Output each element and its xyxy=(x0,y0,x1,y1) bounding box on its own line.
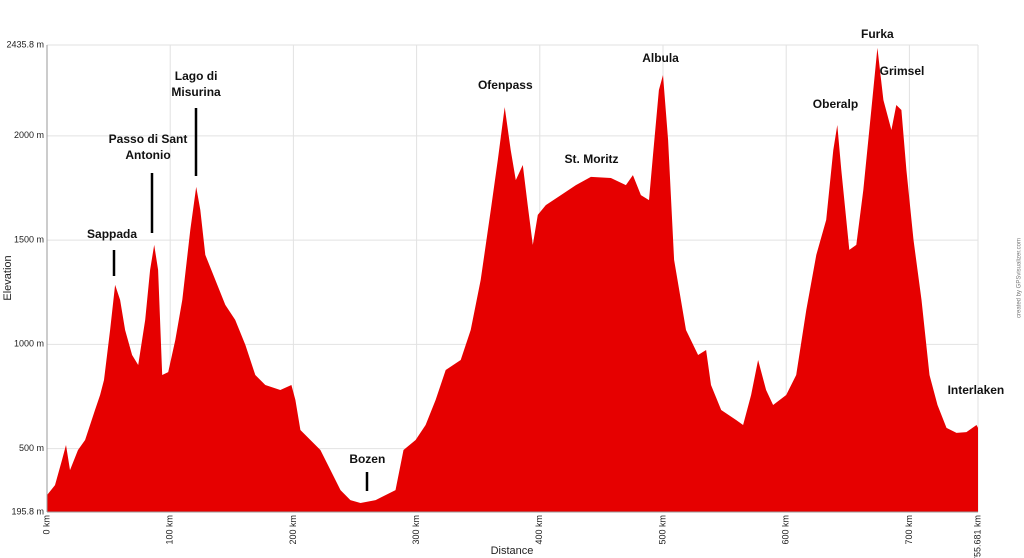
annotation: Sappada xyxy=(87,227,137,241)
annotation: St. Moritz xyxy=(565,152,619,166)
y-tick-label: 195.8 m xyxy=(11,506,44,516)
annotation-markers xyxy=(112,108,369,491)
x-tick-label: 600 km xyxy=(781,515,791,545)
x-tick-label: 755.681 km xyxy=(972,515,982,558)
annotation: Grimsel xyxy=(880,64,925,78)
x-tick-label: 400 km xyxy=(534,515,544,545)
annotation: Albula xyxy=(642,51,679,65)
x-tick-label: 500 km xyxy=(657,515,667,545)
y-axis-label: Elevation xyxy=(2,255,14,300)
annotation: Passo di Sant xyxy=(109,132,188,146)
annotation: Ofenpass xyxy=(478,78,533,92)
x-tick-label: 100 km xyxy=(165,515,175,545)
y-tick-label: 500 m xyxy=(19,443,44,453)
x-tick-label: 700 km xyxy=(904,515,914,545)
x-tick-label: 200 km xyxy=(288,515,298,545)
elevation-area xyxy=(47,47,978,513)
y-tick-label: 2435.8 m xyxy=(6,39,44,49)
annotation: Furka xyxy=(861,27,894,41)
x-tick-label: 0 km xyxy=(41,515,51,535)
y-tick-label: 2000 m xyxy=(14,130,44,140)
y-tick-label: 1500 m xyxy=(14,234,44,244)
annotation: Oberalp xyxy=(813,97,858,111)
annotation: Lago di xyxy=(175,69,218,83)
y-tick-label: 1000 m xyxy=(14,339,44,349)
annotation: Misurina xyxy=(171,85,221,99)
annotation: Bozen xyxy=(349,452,385,466)
x-axis-label: Distance xyxy=(491,545,534,557)
annotation: Antonio xyxy=(125,148,170,162)
credit: created by GPSvisualizer.com xyxy=(1017,238,1023,318)
x-tick-label: 300 km xyxy=(411,515,421,545)
annotation: Interlaken xyxy=(948,383,1005,397)
